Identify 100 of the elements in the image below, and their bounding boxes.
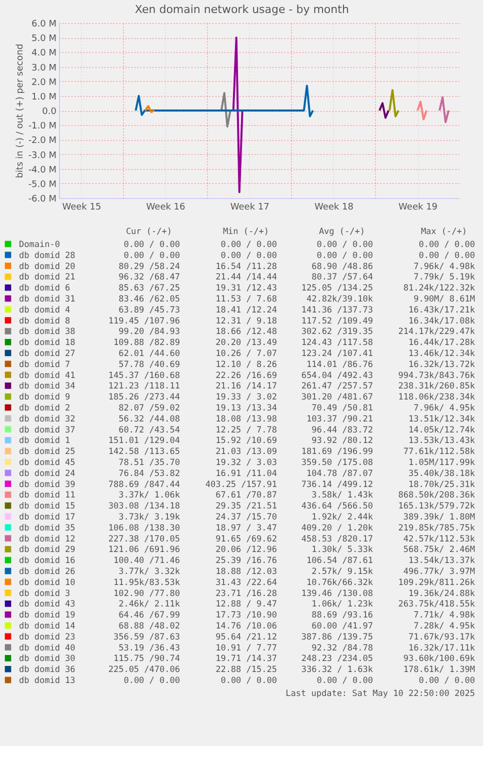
x-tick-label: Week 15 — [62, 202, 102, 212]
legend-label: db domid 6 — [19, 284, 70, 294]
text: 10.26 / 7.07 — [216, 349, 277, 359]
y-tick-label: 2.0 M — [32, 78, 56, 88]
text: 736.14 /499.12 — [301, 480, 373, 490]
text: 22.88 /15.25 — [216, 665, 277, 676]
text: 336.32 / 1.63k — [301, 665, 373, 676]
text: 121.23 /118.11 — [108, 382, 180, 392]
text: 0.00 / 0.00 — [418, 250, 475, 261]
text: 18.66 /12.48 — [216, 327, 277, 338]
y-tick-label: 3.0 M — [32, 63, 56, 74]
text: 403.25 /157.91 — [205, 480, 277, 490]
legend-label: db domid 20 — [19, 262, 76, 272]
chart-title: Xen domain network usage - by month — [134, 3, 349, 16]
y-tick-label: -5.0 M — [28, 180, 56, 190]
text: 96.32 /68.47 — [118, 272, 180, 283]
text: 994.73k/843.76k — [398, 370, 475, 381]
text: 0.00 / 0.00 — [316, 240, 373, 250]
line-series — [134, 84, 314, 118]
text: 13.51k/12.34k — [408, 414, 475, 424]
text: 56.32 /44.08 — [118, 414, 180, 424]
text: 219.85k/785.75k — [398, 523, 475, 534]
text: 3.58k/ 1.43k — [312, 490, 373, 501]
text: 88.69 /93.16 — [312, 610, 373, 621]
text: 0.00 / 0.00 — [418, 676, 475, 686]
text: 16.54 /11.28 — [216, 262, 277, 272]
text: 17.73 /10.90 — [216, 610, 277, 621]
text: 19.13 /13.34 — [216, 404, 277, 414]
text: 64.46 /67.99 — [118, 610, 180, 621]
text: 67.61 /70.87 — [216, 490, 277, 501]
text: 83.46 /62.05 — [118, 294, 180, 304]
text: 0.00 / 0.00 — [124, 676, 180, 686]
text: 16.34k/17.08k — [408, 316, 475, 326]
legend-label: Domain-0 — [19, 240, 60, 250]
legend-label: db domid 30 — [19, 654, 76, 664]
text: 20.20 /13.49 — [216, 338, 277, 348]
text: 301.20 /481.67 — [301, 392, 373, 403]
text: 21.03 /13.09 — [216, 447, 277, 458]
legend-label: db domid 8 — [19, 316, 70, 326]
text: 3.37k/ 1.06k — [118, 490, 180, 501]
text: 93.92 /80.12 — [312, 436, 373, 446]
text: 12.10 / 8.26 — [216, 360, 277, 370]
legend-label: db domid 25 — [19, 447, 76, 458]
text: 96.44 /83.72 — [312, 425, 373, 436]
text: 92.32 /84.78 — [312, 643, 373, 654]
legend-label: db domid 39 — [19, 480, 76, 490]
text: 225.05 /470.06 — [108, 665, 180, 676]
y-tick-label: -3.0 M — [28, 150, 56, 161]
legend-label: db domid 41 — [19, 370, 76, 381]
legend-label: db domid 15 — [19, 502, 76, 512]
text: 145.37 /160.68 — [108, 370, 180, 381]
text: Last update: Sat May 10 22:50:00 2025 — [286, 688, 475, 699]
y-tick-label: 5.0 M — [32, 34, 56, 44]
legend-label: db domid 27 — [19, 349, 76, 359]
text: 0.00 / 0.00 — [316, 676, 373, 686]
legend-label: db domid 45 — [19, 458, 76, 468]
text: 117.52 /109.49 — [301, 316, 373, 326]
text: 0.00 / 0.00 — [220, 240, 277, 250]
text: 261.47 /257.57 — [301, 382, 373, 392]
legend-label: db domid 23 — [19, 632, 76, 642]
text: 788.69 /847.44 — [108, 480, 180, 490]
text: 18.97 / 3.47 — [216, 523, 277, 534]
text: 99.20 /84.93 — [118, 327, 180, 338]
text: 0.00 / 0.00 — [316, 250, 373, 261]
text: 70.49 /50.81 — [312, 404, 373, 414]
text: 0.00 / 0.00 — [124, 240, 180, 250]
text: 109.29k/811.26k — [398, 578, 475, 588]
legend-label: db domid 24 — [19, 468, 76, 479]
text: 14.05k/12.74k — [408, 425, 475, 436]
x-tick-label: Week 16 — [146, 202, 186, 212]
text: 165.13k/579.72k — [398, 502, 475, 512]
text: 181.69 /196.99 — [301, 447, 373, 458]
legend-label: db domid 35 — [19, 523, 76, 534]
text: 118.06k/238.34k — [398, 392, 475, 403]
text: 57.78 /40.69 — [118, 360, 180, 370]
legend-label: db domid 13 — [19, 676, 76, 686]
text: 139.46 /130.08 — [301, 588, 373, 599]
text: 302.62 /319.35 — [301, 327, 373, 338]
legend-label: db domid 9 — [19, 392, 70, 403]
text: 68.88 /48.02 — [118, 622, 180, 632]
text: 91.65 /69.62 — [216, 534, 277, 544]
text: 29.35 /21.51 — [216, 502, 277, 512]
text: 7.96k/ 4.95k — [414, 404, 475, 414]
text: 12.31 / 9.18 — [216, 316, 277, 326]
text: 227.38 /170.05 — [108, 534, 180, 544]
legend-label: db domid 18 — [19, 338, 76, 348]
y-tick-label: 4.0 M — [32, 48, 56, 59]
text: 458.53 /820.17 — [301, 534, 373, 544]
legend-label: db domid 11 — [19, 490, 76, 501]
y-tick-label: 6.0 M — [32, 20, 56, 30]
text: 68.90 /48.86 — [312, 262, 373, 272]
text: 31.43 /22.64 — [216, 578, 277, 588]
text: 19.36k/24.88k — [408, 588, 475, 599]
text: 248.23 /234.05 — [301, 654, 373, 664]
text: 654.04 /492.43 — [301, 370, 373, 381]
y-tick-label: -2.0 M — [28, 136, 56, 146]
text: 13.53k/13.43k — [408, 436, 475, 446]
text: 151.01 /129.04 — [108, 436, 180, 446]
text: 121.06 /691.96 — [108, 545, 180, 556]
legend-label: db domid 2 — [19, 404, 70, 414]
